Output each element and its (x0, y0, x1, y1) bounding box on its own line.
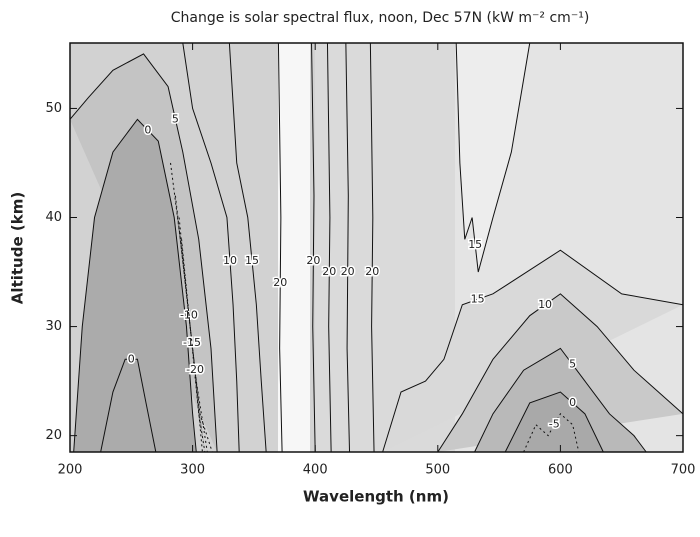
contour-line (474, 347, 647, 453)
contour-label: 0 (144, 123, 151, 136)
contour-line (182, 42, 240, 453)
contour-label: -5 (549, 418, 560, 431)
contour-fill (505, 392, 604, 452)
y-tick-label: 50 (45, 101, 62, 116)
contour-line (382, 249, 684, 453)
contour-label: 0 (128, 352, 135, 365)
contour-label: 20 (341, 265, 355, 278)
contour-line (326, 42, 332, 453)
chart-title: Change is solar spectral flux, noon, Dec… (171, 10, 590, 26)
x-tick-label: 500 (425, 463, 450, 478)
contour-label: 20 (365, 265, 379, 278)
y-axis-label: Altitude (km) (9, 192, 27, 304)
contour-label: -20 (186, 363, 204, 376)
contour-label: 15 (471, 292, 485, 305)
x-tick-label: 200 (58, 463, 83, 478)
contour-label: 15 (245, 254, 259, 267)
contour-line (228, 42, 267, 453)
contour-label: 20 (306, 254, 320, 267)
contour-line (369, 42, 375, 453)
contour-line (504, 391, 604, 453)
contour-line (311, 42, 316, 453)
contour-line (170, 162, 206, 453)
x-tick-label: 700 (671, 463, 696, 478)
contour-line (69, 53, 218, 453)
contour-line (178, 217, 208, 453)
contour-label: 5 (569, 358, 576, 371)
x-tick-label: 300 (180, 463, 205, 478)
contour-fill (456, 43, 530, 273)
x-axis-label: Wavelength (nm) (303, 488, 449, 506)
contour-line (437, 293, 684, 453)
contour-line (100, 358, 157, 453)
contour-line (181, 239, 213, 453)
contour-label: 20 (273, 276, 287, 289)
plot-frame (69, 42, 684, 453)
x-tick-label: 400 (303, 463, 328, 478)
contour-line (277, 42, 283, 453)
contour-label: 10 (223, 254, 237, 267)
y-tick-label: 30 (45, 319, 62, 334)
contour-line (345, 42, 351, 453)
x-tick-label: 600 (548, 463, 573, 478)
contour-label: -15 (183, 336, 201, 349)
contour-line (455, 42, 531, 273)
contour-label: 15 (468, 238, 482, 251)
y-tick-label: 40 (45, 210, 62, 225)
contour-label: 0 (569, 396, 576, 409)
contour-label: 10 (538, 298, 552, 311)
y-tick-label: 20 (45, 428, 62, 443)
contour-label: 5 (172, 112, 179, 125)
shade-white (278, 43, 310, 452)
contour-line (73, 118, 197, 453)
contour-label: 20 (322, 265, 336, 278)
contour-fill (73, 119, 197, 452)
